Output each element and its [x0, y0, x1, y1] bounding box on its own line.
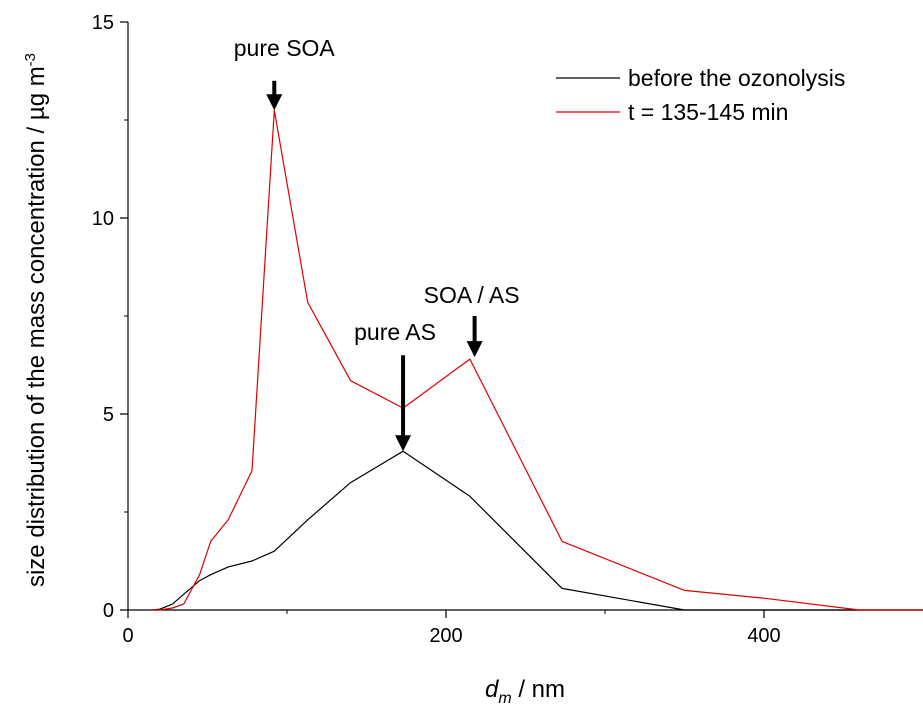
annotation-label: pure SOA [234, 35, 336, 61]
y-tick-label: 0 [103, 600, 114, 622]
y-axis-title: size distribution of the mass concentrat… [22, 53, 50, 587]
x-tick-label: 0 [122, 625, 133, 647]
annotations: pure SOA pure AS SOA / AS [234, 35, 520, 452]
y-tick-label: 10 [92, 208, 114, 230]
annotation-label: SOA / AS [424, 282, 520, 308]
x-tick-label: 400 [747, 625, 780, 647]
annotation-arrow-head [266, 94, 283, 111]
x-axis-title: dm / nm [485, 676, 565, 707]
axis-titles: dm / nm size distribution of the mass con… [22, 53, 565, 707]
series-line-2 [151, 109, 923, 611]
series-line-1 [151, 450, 923, 611]
annotation-label: pure AS [354, 319, 436, 345]
series-group [151, 109, 923, 611]
legend-label-2: t = 135-145 min [628, 99, 788, 125]
x-tick-label: 200 [429, 625, 462, 647]
legend: before the ozonolysis t = 135-145 min [556, 65, 845, 125]
y-tick-label: 15 [92, 12, 114, 34]
annotation-arrow-head [395, 435, 412, 452]
legend-label-1: before the ozonolysis [628, 65, 845, 91]
y-tick-label: 5 [103, 404, 114, 426]
axes: 0 200 400 0 5 10 15 [92, 12, 923, 647]
annotation-arrow-head [466, 341, 483, 358]
